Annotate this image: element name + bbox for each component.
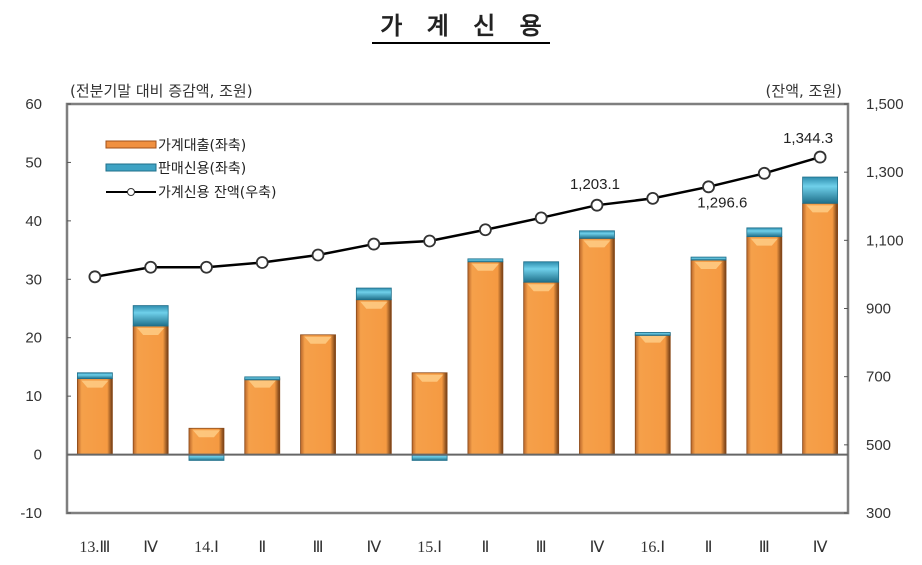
- left-axis-tick: 40: [25, 213, 42, 230]
- sales-credit-bar: [746, 227, 783, 238]
- loan-bar: [690, 259, 727, 455]
- right-axis-tick: 700: [866, 369, 891, 386]
- sales-credit-bar: [690, 256, 727, 261]
- loan-bar: [746, 236, 783, 455]
- x-axis-label: Ⅳ: [143, 539, 158, 556]
- loan-bar-highlight: [471, 263, 499, 271]
- x-axis-label: Ⅱ: [481, 539, 489, 556]
- loan-bar-highlight: [750, 238, 778, 246]
- legend-label-loans: 가계대출(좌축): [158, 138, 246, 154]
- legend-marker-balance: [127, 188, 135, 196]
- right-axis-unit: (잔액, 조원): [765, 82, 842, 100]
- loan-bar: [411, 372, 448, 455]
- left-axis-tick: 60: [25, 96, 42, 113]
- balance-point: [590, 198, 604, 212]
- balance-point: [367, 237, 381, 251]
- plot-area: 60 50 40 30 20 10 0 -10 1,500 1,300 1,100 900 700 500…: [20, 96, 903, 556]
- left-axis-tick: 10: [25, 388, 42, 405]
- balance-point: [423, 234, 437, 248]
- balance-point: [813, 150, 827, 164]
- loan-bar-highlight: [416, 374, 444, 382]
- loan-bar: [244, 378, 281, 455]
- x-axis-label: 14.Ⅰ: [194, 539, 219, 556]
- balance-point: [255, 256, 269, 269]
- balance-point: [478, 223, 492, 237]
- sales-credit-bar: [579, 230, 615, 239]
- loan-bar-highlight: [360, 301, 388, 309]
- loan-bar: [76, 378, 113, 455]
- chart-title: 가 계 신 용: [0, 6, 922, 44]
- loan-bar-highlight: [806, 205, 834, 213]
- loan-bar-highlight: [527, 284, 555, 292]
- balance-point: [646, 192, 660, 205]
- loan-bar: [132, 325, 169, 455]
- left-axis-unit: (전분기말 대비 증감액, 조원): [70, 82, 253, 100]
- loan-bar: [355, 299, 392, 455]
- left-axis-tick: -10: [20, 505, 42, 522]
- legend-label-sales-credit: 판매신용(좌축): [158, 161, 246, 177]
- left-axis-tick: 50: [25, 154, 42, 171]
- balance-point: [88, 270, 102, 284]
- x-axis-label: Ⅳ: [366, 539, 381, 556]
- sales-credit-bar: [523, 261, 560, 283]
- right-axis-tick: 1,500: [866, 96, 904, 113]
- left-axis-tick: 30: [25, 271, 42, 288]
- loan-bar: [634, 333, 671, 455]
- x-axis-label: Ⅲ: [759, 539, 770, 556]
- x-axis-label: 16.Ⅰ: [640, 539, 665, 556]
- left-axis-tick: 0: [34, 447, 42, 464]
- sales-credit-bar: [355, 287, 392, 301]
- sales-credit-bar: [76, 372, 113, 380]
- balance-label: 1,296.6: [697, 194, 747, 211]
- sales-credit-bar: [467, 258, 504, 263]
- balance-point: [534, 211, 548, 225]
- x-axis-label: Ⅲ: [313, 539, 324, 556]
- x-axis-label: Ⅱ: [258, 539, 266, 556]
- loan-bar-highlight: [583, 240, 611, 248]
- legend-swatch-sales-credit: [105, 163, 157, 172]
- loan-bar-highlight: [192, 430, 220, 438]
- balance-point: [200, 260, 213, 274]
- loan-bar-highlight: [81, 380, 109, 388]
- balance-point: [757, 166, 771, 180]
- left-axis-tick: 20: [25, 330, 42, 347]
- sales-credit-bar: [132, 305, 169, 327]
- right-axis-tick: 500: [866, 437, 891, 454]
- balance-label: 1,344.3: [783, 130, 833, 147]
- loan-bar: [300, 334, 336, 455]
- sales-credit-bar: [244, 376, 281, 381]
- x-axis-label: 13.Ⅲ: [79, 539, 110, 556]
- loan-bar: [523, 281, 560, 455]
- right-axis-tick: 300: [866, 505, 891, 522]
- loan-bar: [802, 202, 839, 455]
- loan-bar-highlight: [304, 336, 332, 344]
- right-axis-tick: 1,300: [866, 164, 904, 181]
- loan-bar: [467, 261, 504, 455]
- loan-bar: [579, 237, 615, 455]
- legend-label-balance: 가계신용 잔액(우축): [158, 185, 276, 201]
- loan-bar-highlight: [695, 262, 723, 270]
- sales-credit-bar: [802, 176, 839, 204]
- loan-bar-highlight: [137, 328, 165, 336]
- balance-point: [144, 260, 158, 274]
- x-axis-label: Ⅱ: [705, 539, 713, 556]
- sales-credit-bar: [634, 332, 671, 336]
- loan-bar-highlight: [639, 335, 667, 343]
- balance-point: [311, 248, 325, 262]
- balance-line: [94, 155, 821, 279]
- x-axis-label: Ⅳ: [590, 539, 605, 556]
- balance-label: 1,203.1: [570, 176, 620, 193]
- right-axis-tick: 900: [866, 301, 891, 318]
- x-axis-label: 15.Ⅰ: [417, 539, 442, 556]
- x-axis-label: Ⅳ: [813, 539, 828, 556]
- right-axis-tick: 1,100: [866, 232, 904, 249]
- loan-bar-highlight: [248, 380, 276, 388]
- legend-swatch-loans: [105, 140, 157, 149]
- x-axis-label: Ⅲ: [536, 539, 547, 556]
- balance-point: [702, 180, 715, 194]
